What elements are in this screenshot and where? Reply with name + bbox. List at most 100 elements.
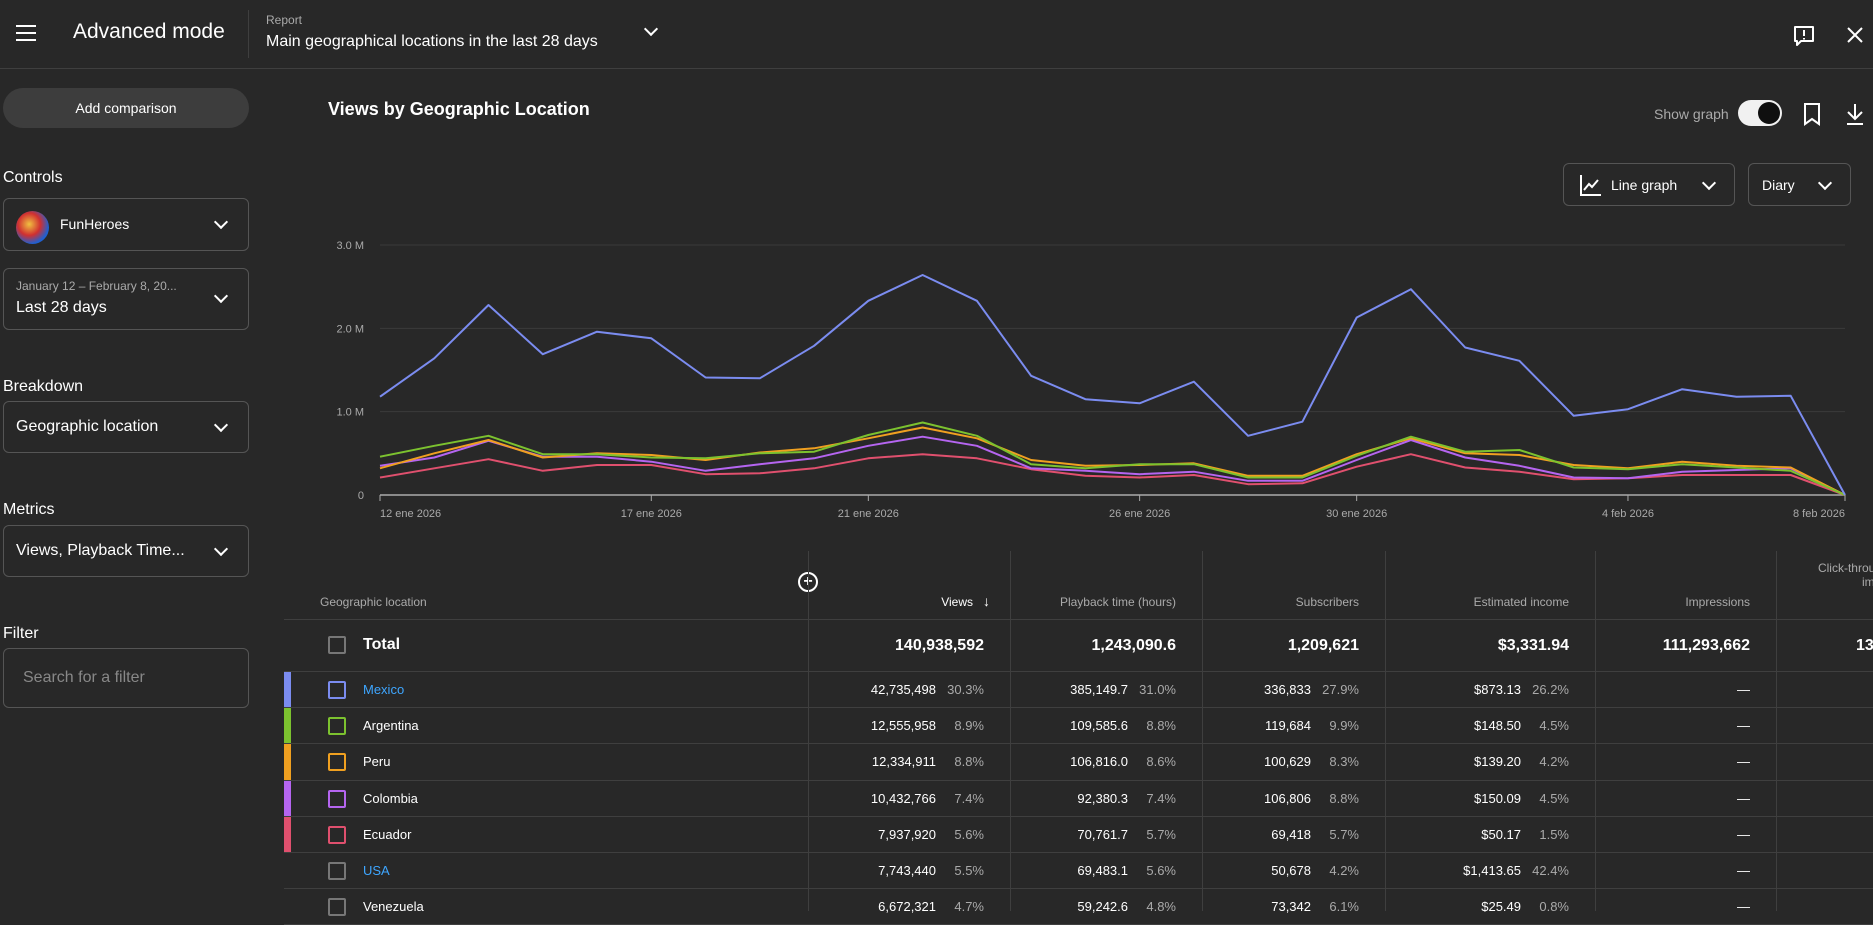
cell-income: $873.13 26.2% [1385,672,1569,707]
total-checkbox[interactable] [328,636,346,654]
total-row: Total 140,938,592 1,243,090.6 1,209,621 $3,3… [284,620,1873,672]
cell-subs: 119,684 9.9% [1202,708,1359,743]
location-name[interactable]: Mexico [363,682,405,697]
report-title: Main geographical locations in the last … [266,33,598,50]
percent: 4.2% [1329,863,1359,879]
cell-views: 7,743,440 5.5% [808,853,984,888]
graph-type-value: Line graph [1611,176,1678,193]
column-header-location[interactable]: Geographic location [320,595,427,609]
cell-subs: 73,342 6.1% [1202,889,1359,924]
percent: 8.8% [954,754,984,770]
row-checkbox[interactable] [328,862,346,880]
sidebar: Add comparison Controls FunHeroes Januar… [0,70,260,911]
feedback-icon[interactable] [1792,24,1816,48]
cell-impressions: — [1737,790,1750,806]
cell-impressions: — [1737,754,1750,770]
location-name: Argentina [363,718,419,734]
percent: 8.8% [1329,790,1359,806]
x-tick-label: 30 ene 2026 [1326,508,1387,520]
cell-income: $1,413.65 42.4% [1385,853,1569,888]
column-header-label: Impressions [1685,595,1750,609]
row-checkbox[interactable] [328,717,346,736]
column-header-label: Playback time (hours) [1059,595,1176,609]
row-checkbox[interactable] [328,825,346,844]
table-row[interactable]: Mexico 42,735,498 30.3% 385,149.7 31.0% 336,8… [284,672,1873,709]
table-row[interactable]: Argentina 12,555,958 8.9% 109,585.6 8.8% 119,… [284,708,1873,745]
granularity-dropdown[interactable]: Diary [1748,163,1851,206]
metrics-value: Views, Playback Time... [16,542,185,559]
percent: 4.5% [1539,718,1569,734]
row-checkbox[interactable] [328,681,346,699]
show-graph-toggle[interactable] [1738,100,1782,126]
value: $1,413.65 [1463,863,1521,879]
granularity-value: Diary [1762,176,1795,193]
filter-search-input[interactable]: Search for a filter [3,648,249,708]
x-tick-label: 12 ene 2026 [380,508,441,520]
column-header[interactable]: Estimated income [1385,551,1569,619]
cell-views: 7,937,920 5.6% [808,817,984,852]
column-header[interactable]: Impressions [1595,551,1750,619]
percent: 30.3% [947,682,984,698]
value: 12,334,911 [871,754,936,770]
total-impressions: 111,293,662 [1662,636,1750,654]
y-tick-label: 2.0 M [336,323,364,335]
row-checkbox[interactable] [328,753,346,772]
percent: 1.5% [1539,826,1569,842]
column-divider [1595,551,1596,911]
location-name: Venezuela [363,899,424,915]
value: $150.09 [1474,790,1521,806]
percent: 27.9% [1322,682,1359,698]
table-row[interactable]: Ecuador 7,937,920 5.6% 70,761.7 5.7% 69,418 5.… [284,816,1873,853]
channel-name: FunHeroes [60,216,130,232]
location-name: Peru [363,754,391,770]
value: 70,761.7 [1077,826,1128,842]
percent: 0.8% [1539,899,1569,915]
sort-descending-icon[interactable]: ↓ [983,593,990,609]
cell-income: $50.17 1.5% [1385,817,1569,852]
add-comparison-button[interactable]: Add comparison [3,88,249,128]
column-header[interactable]: Click-through rate of impressions [1776,551,1873,619]
menu-icon[interactable] [16,25,36,41]
y-tick-label: 1.0 M [336,407,364,419]
date-preset: Last 28 days [16,299,107,316]
table-header: Geographic location+Views↓Playback time … [284,551,1873,620]
cell-playback: 92,380.3 7.4% [1010,781,1176,816]
series-color-bar [284,780,291,816]
line-graph-icon [1580,174,1601,196]
column-header[interactable]: Playback time (hours) [1010,551,1176,619]
row-checkbox[interactable] [328,789,346,808]
line-chart: 0 1.0 M 2.0 M 3.0 M 12 ene 2026 17 ene 2026 21… [336,240,1846,520]
value: 119,684 [1264,718,1311,734]
metrics-dropdown[interactable]: Views, Playback Time... [3,525,249,577]
table-row[interactable]: Venezuela 6,672,321 4.7% 59,242.6 4.8% 73,342… [284,889,1873,925]
value: 10,432,766 [870,790,936,806]
graph-type-dropdown[interactable]: Line graph [1563,163,1735,206]
percent: 31.0% [1139,682,1176,698]
x-tick-label: 8 feb 2026 [1793,508,1845,520]
download-icon[interactable] [1844,102,1866,126]
column-divider [1202,551,1203,911]
table-row[interactable]: USA 7,743,440 5.5% 69,483.1 5.6% 50,678 4.2% $1… [284,853,1873,890]
cell-playback: 69,483.1 5.6% [1010,853,1176,888]
column-header[interactable]: Subscribers [1202,551,1359,619]
percent: 7.4% [954,790,984,806]
value: 42,735,498 [870,682,936,698]
filter-label: Filter [3,625,39,642]
close-icon[interactable] [1846,26,1864,44]
table-row[interactable]: Peru 12,334,911 8.8% 106,816.0 8.6% 100,629 8.… [284,744,1873,781]
metrics-label: Metrics [3,501,55,518]
cell-playback: 109,585.6 8.8% [1010,708,1176,743]
row-checkbox[interactable] [328,898,346,917]
channel-dropdown[interactable]: FunHeroes [3,198,249,251]
breakdown-dropdown[interactable]: Geographic location [3,401,249,453]
date-range-dropdown[interactable]: January 12 – February 8, 20... Last 28 d… [3,268,249,330]
cell-income: $139.20 4.2% [1385,744,1569,779]
column-header[interactable]: Views ↓ [808,551,990,619]
y-tick-label: 0 [358,490,364,502]
percent: 4.8% [1146,899,1176,915]
location-name[interactable]: USA [363,863,390,878]
table-row[interactable]: Colombia 10,432,766 7.4% 92,380.3 7.4% 106,80… [284,780,1873,817]
value: 92,380.3 [1077,790,1128,806]
cell-impressions: — [1737,826,1750,842]
bookmark-icon[interactable] [1802,102,1822,126]
